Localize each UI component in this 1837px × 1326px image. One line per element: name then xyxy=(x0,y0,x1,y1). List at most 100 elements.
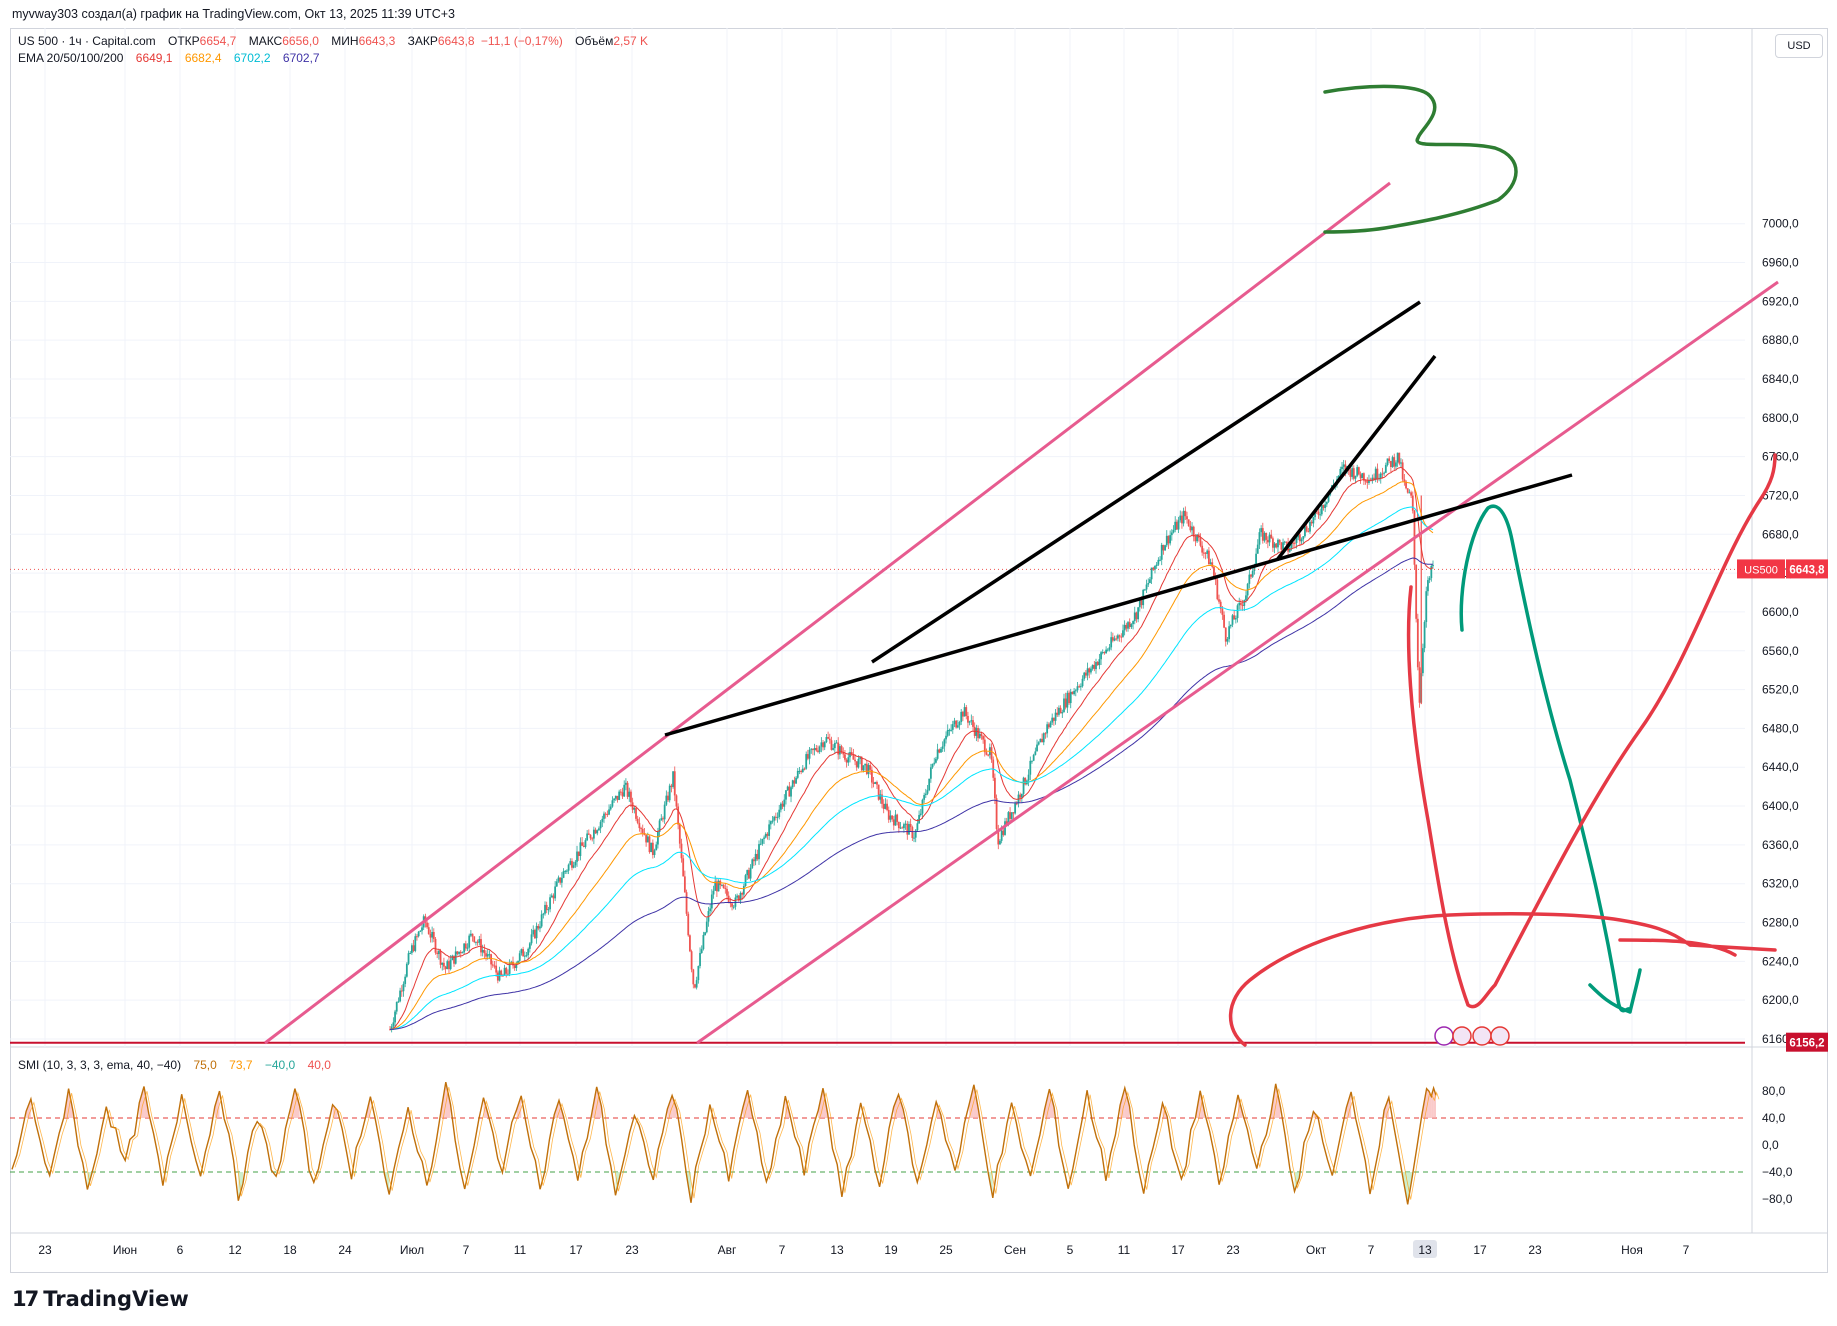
candle-body xyxy=(886,803,888,810)
candle-body xyxy=(950,729,952,731)
candle-body xyxy=(982,736,985,740)
currency-button[interactable]: USD xyxy=(1775,34,1823,58)
candle-body xyxy=(624,782,627,785)
candle-body xyxy=(1049,722,1052,728)
price-tick-label: 6560,0 xyxy=(1762,644,1799,658)
candle-body xyxy=(994,777,996,799)
candle-body xyxy=(1187,519,1190,526)
symbol-title: US 500 · 1ч · Capital.com xyxy=(18,34,156,48)
candle-body xyxy=(1206,550,1209,554)
candle-body xyxy=(574,861,577,866)
published-by-text: myvway303 создал(а) график на TradingVie… xyxy=(12,7,455,21)
price-tick-label: 6720,0 xyxy=(1762,488,1799,502)
candle-body xyxy=(882,803,885,809)
candle-body xyxy=(751,859,754,868)
high-value: 6656,0 xyxy=(282,34,319,48)
candle-body xyxy=(1068,692,1070,704)
smi-signal-line xyxy=(14,1087,1440,1200)
candle-body xyxy=(510,961,513,963)
candle-body xyxy=(1354,475,1357,479)
smi-overbought-fill xyxy=(1049,1089,1055,1118)
candle-body xyxy=(1307,531,1310,533)
candle-body xyxy=(394,1011,396,1023)
candle-body xyxy=(1374,468,1377,480)
candle-body xyxy=(709,908,712,912)
candle-body xyxy=(876,781,878,785)
candle-body xyxy=(1000,830,1003,841)
candle-body xyxy=(726,889,728,896)
smi-value-2: 73,7 xyxy=(229,1058,253,1072)
candle-body xyxy=(1138,599,1141,608)
smi-line xyxy=(11,1081,1437,1205)
candle-body xyxy=(554,886,557,899)
candle-body xyxy=(483,950,486,954)
candle-body xyxy=(1111,637,1114,641)
candle-body xyxy=(1285,541,1288,543)
smi-overbought-fill xyxy=(139,1086,145,1118)
candle-body xyxy=(648,836,651,853)
candle-body xyxy=(495,965,498,973)
candle-body xyxy=(822,742,824,748)
candle-body xyxy=(908,824,910,835)
candle-body xyxy=(400,990,403,992)
candle-body xyxy=(759,843,762,845)
candle-body xyxy=(889,815,892,820)
candle-body xyxy=(1110,637,1113,648)
price-tick-label: 6760,0 xyxy=(1762,450,1799,464)
candle-body xyxy=(1371,477,1374,481)
candle-body xyxy=(518,953,521,961)
ema20-line xyxy=(389,466,1434,1030)
red-oval-drawing xyxy=(1228,912,1777,1047)
candle-body xyxy=(717,880,720,892)
candle-body xyxy=(817,750,819,752)
candle-body xyxy=(1133,612,1136,622)
candle-body xyxy=(409,952,412,954)
high-label: МАКС xyxy=(248,34,283,48)
candle-body xyxy=(1150,567,1153,580)
candle-body xyxy=(862,765,865,771)
candle-body xyxy=(742,885,745,895)
candle-body xyxy=(611,800,614,807)
candle-body xyxy=(758,844,760,860)
candle-body xyxy=(860,757,863,771)
candle-body xyxy=(421,927,423,931)
candle-body xyxy=(1199,537,1202,546)
candle-body xyxy=(1398,452,1401,464)
candle-body xyxy=(1416,618,1419,668)
candle-body xyxy=(459,951,462,954)
candle-body xyxy=(1325,501,1328,505)
candle-body xyxy=(1084,672,1087,676)
candle-body xyxy=(405,963,408,977)
ema-legend: EMA 20/50/100/200 6649,1 6682,4 6702,2 6… xyxy=(18,51,323,65)
smi-overbought-fill xyxy=(1120,1088,1125,1118)
level-price-box xyxy=(1786,1032,1828,1052)
smi-title: SMI (10, 3, 3, 3, ema, 40, −40) xyxy=(18,1058,182,1072)
candle-body xyxy=(1339,469,1342,476)
candle-body xyxy=(1292,542,1295,544)
candle-body xyxy=(1005,821,1008,825)
candle-body xyxy=(1368,480,1370,483)
candle-body xyxy=(1415,564,1418,619)
candle-body xyxy=(1376,468,1379,479)
candle-body xyxy=(1322,504,1325,508)
candle-body xyxy=(667,795,669,801)
candle-body xyxy=(805,754,808,769)
candle-body xyxy=(796,770,799,778)
price-tick-label: 6240,0 xyxy=(1762,954,1799,968)
candle-body xyxy=(881,794,883,804)
candle-body xyxy=(764,833,767,838)
candle-body xyxy=(1128,622,1131,628)
candle-body xyxy=(429,934,432,938)
candle-body xyxy=(540,914,543,927)
candle-body xyxy=(618,791,621,800)
price-tick-label: 6880,0 xyxy=(1762,333,1799,347)
smi-overbought-fill xyxy=(214,1091,220,1118)
candle-body xyxy=(871,769,873,783)
candle-body xyxy=(1290,542,1293,549)
candle-body xyxy=(1423,622,1426,649)
candle-body xyxy=(1027,774,1030,781)
candle-body xyxy=(1403,479,1406,482)
candle-body xyxy=(601,818,604,822)
red-path-drawing xyxy=(1406,453,1777,1009)
